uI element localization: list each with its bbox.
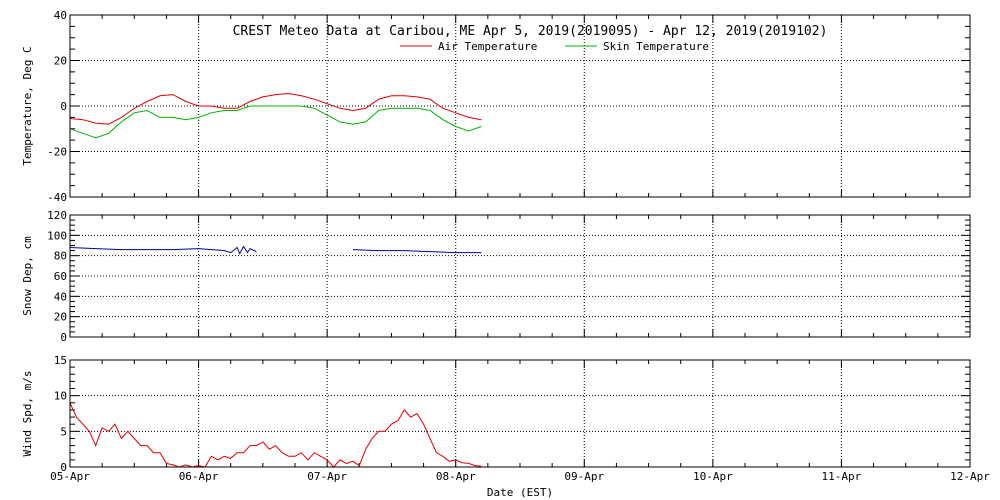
y-tick-label: 100 <box>47 229 67 242</box>
y-tick-label: -20 <box>47 146 67 159</box>
y-tick-label: 0 <box>60 100 67 113</box>
x-tick-label: 08-Apr <box>436 470 476 483</box>
legend-label: Air Temperature <box>438 40 537 53</box>
x-tick-label: 10-Apr <box>693 470 733 483</box>
x-tick-label: 11-Apr <box>822 470 862 483</box>
grid-layer <box>70 15 970 467</box>
y-tick-label: 15 <box>54 354 67 367</box>
y-tick-label: 40 <box>54 290 67 303</box>
y-tick-label: 60 <box>54 270 67 283</box>
x-tick-label: 09-Apr <box>564 470 604 483</box>
x-tick-label: 12-Apr <box>950 470 990 483</box>
legend: Air Temperature Skin Temperature <box>400 40 709 53</box>
legend-label: Skin Temperature <box>603 40 709 53</box>
series-line <box>69 402 482 468</box>
x-tick-label: 07-Apr <box>307 470 347 483</box>
y-tick-label: 0 <box>60 331 67 344</box>
plot-frame <box>69 359 971 468</box>
series-line <box>69 92 482 125</box>
text-layer: CREST Meteo Data at Caribou, ME Apr 5, 2… <box>21 9 990 499</box>
y-axis-label: Snow Dep, cm <box>21 236 34 316</box>
y-tick-label: 80 <box>54 250 67 263</box>
y-axis-label: Wind Spd, m/s <box>21 370 34 456</box>
x-tick-label: 05-Apr <box>50 470 90 483</box>
y-tick-label: -40 <box>47 191 67 204</box>
frame-layer <box>69 14 971 468</box>
x-axis-label: Date (EST) <box>487 486 553 499</box>
series-line <box>69 105 482 139</box>
y-tick-label: 20 <box>54 311 67 324</box>
y-tick-label: 0 <box>60 461 67 474</box>
y-tick-label: 10 <box>54 390 67 403</box>
plot-frame <box>69 214 971 338</box>
y-tick-label: 120 <box>47 209 67 222</box>
plot-frame <box>69 14 971 198</box>
chart-title: CREST Meteo Data at Caribou, ME Apr 5, 2… <box>233 24 828 39</box>
y-tick-label: 5 <box>60 425 67 438</box>
y-tick-label: 40 <box>54 9 67 22</box>
data-layer <box>69 92 482 468</box>
y-axis-label: Temperature, Deg C <box>21 46 34 165</box>
x-tick-label: 06-Apr <box>179 470 219 483</box>
y-tick-label: 20 <box>54 55 67 68</box>
tick-layer <box>69 14 971 468</box>
series-line <box>69 245 482 255</box>
